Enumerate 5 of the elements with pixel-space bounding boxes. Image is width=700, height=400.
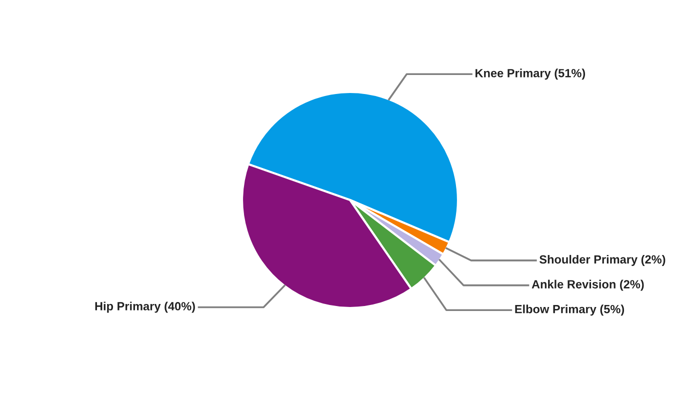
- slice-label: Elbow Primary (5%): [515, 304, 624, 316]
- slice-label: Ankle Revision (2%): [532, 280, 644, 291]
- slice-label: Hip Primary (40%): [95, 302, 195, 313]
- slice-label: Shoulder Primary (2%): [539, 254, 666, 266]
- slice-label: Knee Primary (51%): [476, 68, 586, 80]
